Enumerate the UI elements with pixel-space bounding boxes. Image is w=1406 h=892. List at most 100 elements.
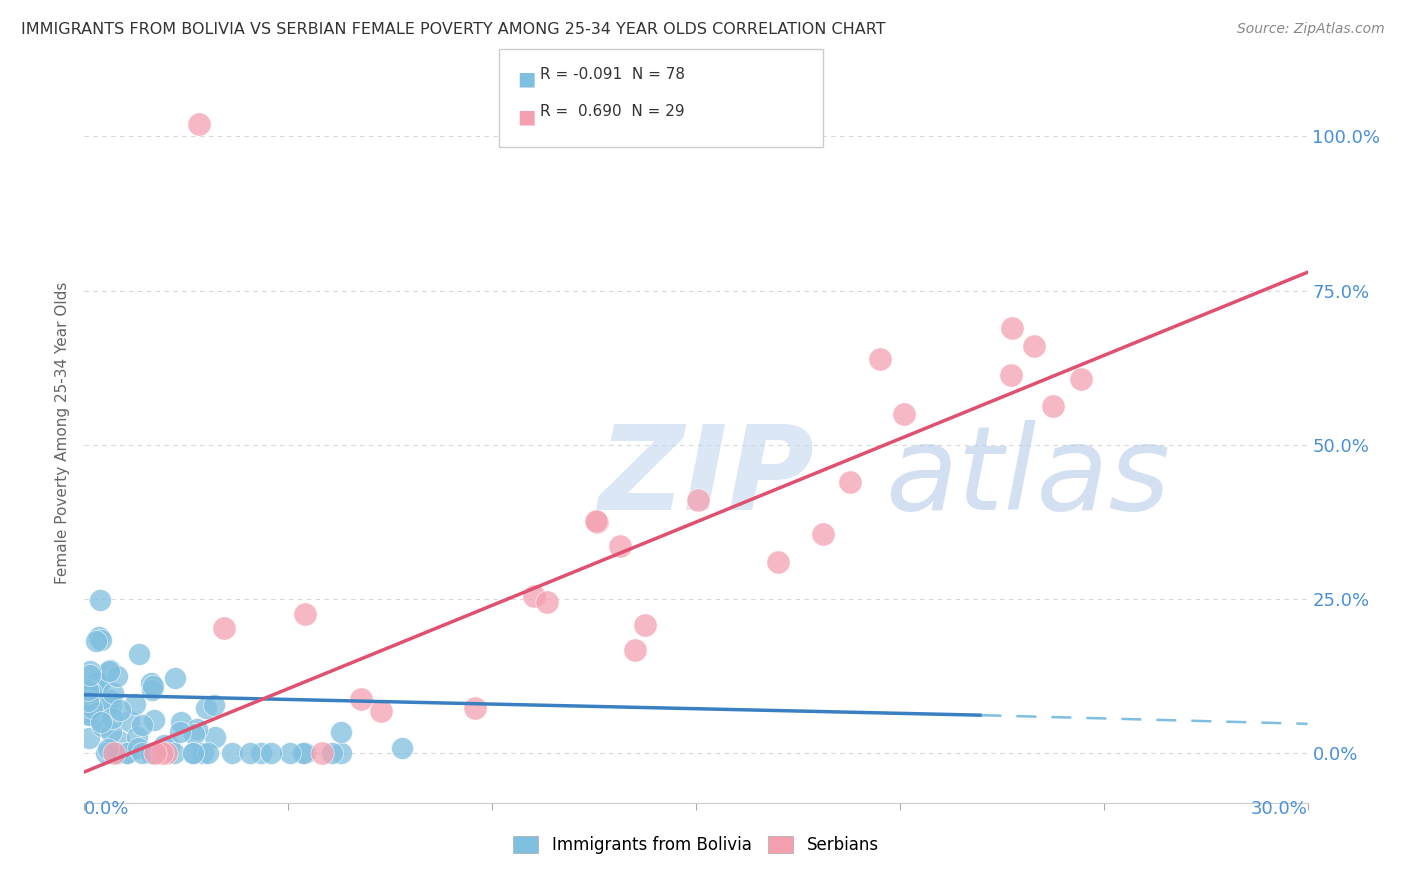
Point xyxy=(118,714,141,728)
Point xyxy=(181,747,204,761)
Point xyxy=(105,669,128,683)
Point xyxy=(90,718,112,732)
Point xyxy=(169,725,191,739)
Point xyxy=(202,698,225,712)
Point xyxy=(294,747,316,761)
Point xyxy=(1070,372,1092,386)
Point xyxy=(89,593,111,607)
Point xyxy=(249,747,271,761)
Point xyxy=(84,633,107,648)
Point xyxy=(89,630,111,644)
Point xyxy=(350,692,373,706)
Point xyxy=(321,747,343,761)
Point xyxy=(77,682,100,697)
Point xyxy=(163,747,186,761)
Point xyxy=(1022,339,1045,353)
Point xyxy=(624,642,647,657)
Text: ZIP: ZIP xyxy=(598,419,814,534)
Point xyxy=(87,678,110,692)
Point xyxy=(1000,368,1022,382)
Point xyxy=(103,747,125,761)
Point xyxy=(141,747,163,761)
Point xyxy=(80,701,103,715)
Point xyxy=(193,747,215,761)
Point xyxy=(329,725,352,739)
Point xyxy=(89,675,111,690)
Point xyxy=(330,747,353,761)
Point xyxy=(100,725,122,739)
Point xyxy=(893,407,915,421)
Point xyxy=(107,734,129,748)
Text: 30.0%: 30.0% xyxy=(1251,800,1308,818)
Text: 0.0%: 0.0% xyxy=(84,800,129,818)
Text: R =  0.690  N = 29: R = 0.690 N = 29 xyxy=(540,104,685,120)
Point xyxy=(194,701,217,715)
Point xyxy=(90,632,112,647)
Text: ■: ■ xyxy=(517,70,536,88)
Point xyxy=(183,727,205,741)
Point xyxy=(79,708,101,723)
Point xyxy=(142,679,165,693)
Point xyxy=(77,731,100,745)
Point xyxy=(96,747,118,761)
Point xyxy=(239,747,262,761)
Point xyxy=(869,352,891,367)
Point xyxy=(98,692,121,706)
Point xyxy=(79,668,101,682)
Point xyxy=(766,555,789,569)
Point xyxy=(609,539,631,553)
Point xyxy=(100,711,122,725)
Point xyxy=(260,747,283,761)
Point xyxy=(103,686,125,700)
Point xyxy=(1001,321,1024,335)
Point xyxy=(124,697,146,711)
Point xyxy=(839,475,862,490)
Point xyxy=(586,515,609,529)
Point xyxy=(153,738,176,752)
Point xyxy=(86,698,108,712)
Point xyxy=(291,747,314,761)
Point xyxy=(77,686,100,700)
Point xyxy=(1042,400,1064,414)
Point xyxy=(391,741,413,756)
Point xyxy=(145,747,167,761)
Point xyxy=(141,682,163,697)
Point xyxy=(278,747,301,761)
Point xyxy=(97,664,120,678)
Point xyxy=(84,702,107,716)
Point xyxy=(522,589,544,603)
Point xyxy=(157,739,180,753)
Point xyxy=(97,742,120,756)
Point xyxy=(83,677,105,691)
Point xyxy=(115,747,138,761)
Point xyxy=(139,747,162,761)
Point xyxy=(150,747,173,761)
Point xyxy=(107,747,129,761)
Point xyxy=(127,730,149,744)
Point xyxy=(142,713,165,727)
Point xyxy=(79,664,101,678)
Point xyxy=(311,747,333,761)
Point xyxy=(811,527,834,541)
Point xyxy=(187,117,209,131)
Text: ■: ■ xyxy=(517,107,536,126)
Point xyxy=(464,701,486,715)
Point xyxy=(197,747,219,761)
Point xyxy=(90,714,112,729)
Text: Source: ZipAtlas.com: Source: ZipAtlas.com xyxy=(1237,22,1385,37)
Point xyxy=(77,706,100,721)
Point xyxy=(87,677,110,691)
Point xyxy=(77,694,100,708)
Point xyxy=(115,747,138,761)
Point xyxy=(80,685,103,699)
Point xyxy=(186,722,208,736)
Point xyxy=(155,747,177,761)
Point xyxy=(370,704,392,718)
Text: atlas: atlas xyxy=(886,420,1171,534)
Point xyxy=(127,741,149,756)
Point xyxy=(98,663,121,677)
Point xyxy=(131,717,153,731)
Point xyxy=(688,492,710,507)
Point xyxy=(131,747,153,761)
Point xyxy=(536,595,558,609)
